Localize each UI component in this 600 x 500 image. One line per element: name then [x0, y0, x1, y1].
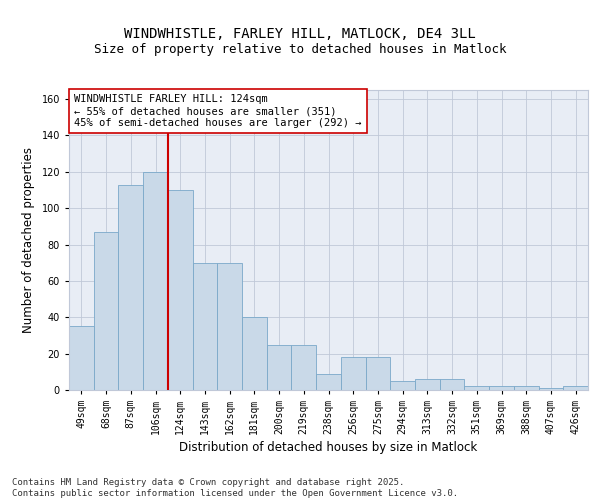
Bar — [94, 232, 118, 390]
Bar — [217, 262, 242, 390]
Bar — [415, 379, 440, 390]
Bar — [316, 374, 341, 390]
Bar — [267, 344, 292, 390]
Y-axis label: Number of detached properties: Number of detached properties — [22, 147, 35, 333]
Text: Contains HM Land Registry data © Crown copyright and database right 2025.
Contai: Contains HM Land Registry data © Crown c… — [12, 478, 458, 498]
Bar — [365, 358, 390, 390]
Bar — [440, 379, 464, 390]
Bar — [242, 318, 267, 390]
Bar — [539, 388, 563, 390]
Bar — [464, 386, 489, 390]
Text: WINDWHISTLE, FARLEY HILL, MATLOCK, DE4 3LL: WINDWHISTLE, FARLEY HILL, MATLOCK, DE4 3… — [124, 28, 476, 42]
Bar — [514, 386, 539, 390]
Bar — [193, 262, 217, 390]
Bar — [489, 386, 514, 390]
Bar — [69, 326, 94, 390]
Bar — [168, 190, 193, 390]
Bar — [143, 172, 168, 390]
Bar — [390, 381, 415, 390]
Text: Size of property relative to detached houses in Matlock: Size of property relative to detached ho… — [94, 42, 506, 56]
Bar — [563, 386, 588, 390]
Text: WINDWHISTLE FARLEY HILL: 124sqm
← 55% of detached houses are smaller (351)
45% o: WINDWHISTLE FARLEY HILL: 124sqm ← 55% of… — [74, 94, 362, 128]
X-axis label: Distribution of detached houses by size in Matlock: Distribution of detached houses by size … — [179, 441, 478, 454]
Bar — [341, 358, 365, 390]
Bar — [118, 184, 143, 390]
Bar — [292, 344, 316, 390]
